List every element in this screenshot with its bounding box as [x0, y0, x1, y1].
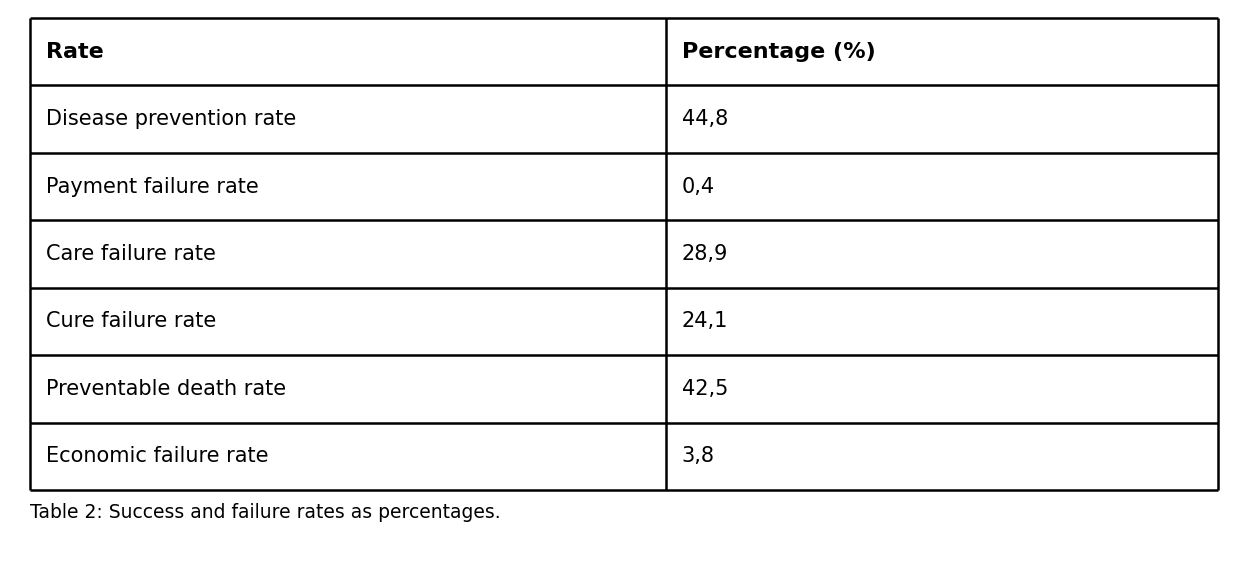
Text: 24,1: 24,1: [681, 311, 728, 332]
Text: 44,8: 44,8: [681, 109, 728, 129]
Text: 28,9: 28,9: [681, 244, 728, 264]
Text: Care failure rate: Care failure rate: [46, 244, 216, 264]
Text: Disease prevention rate: Disease prevention rate: [46, 109, 297, 129]
Text: Percentage (%): Percentage (%): [681, 41, 876, 62]
Text: Cure failure rate: Cure failure rate: [46, 311, 216, 332]
Text: Preventable death rate: Preventable death rate: [46, 379, 286, 399]
Text: 3,8: 3,8: [681, 446, 715, 466]
Text: 0,4: 0,4: [681, 177, 715, 197]
Text: Economic failure rate: Economic failure rate: [46, 446, 268, 466]
Text: Rate: Rate: [46, 41, 104, 62]
Text: 42,5: 42,5: [681, 379, 728, 399]
Text: Payment failure rate: Payment failure rate: [46, 177, 260, 197]
Text: Table 2: Success and failure rates as percentages.: Table 2: Success and failure rates as pe…: [30, 503, 500, 522]
